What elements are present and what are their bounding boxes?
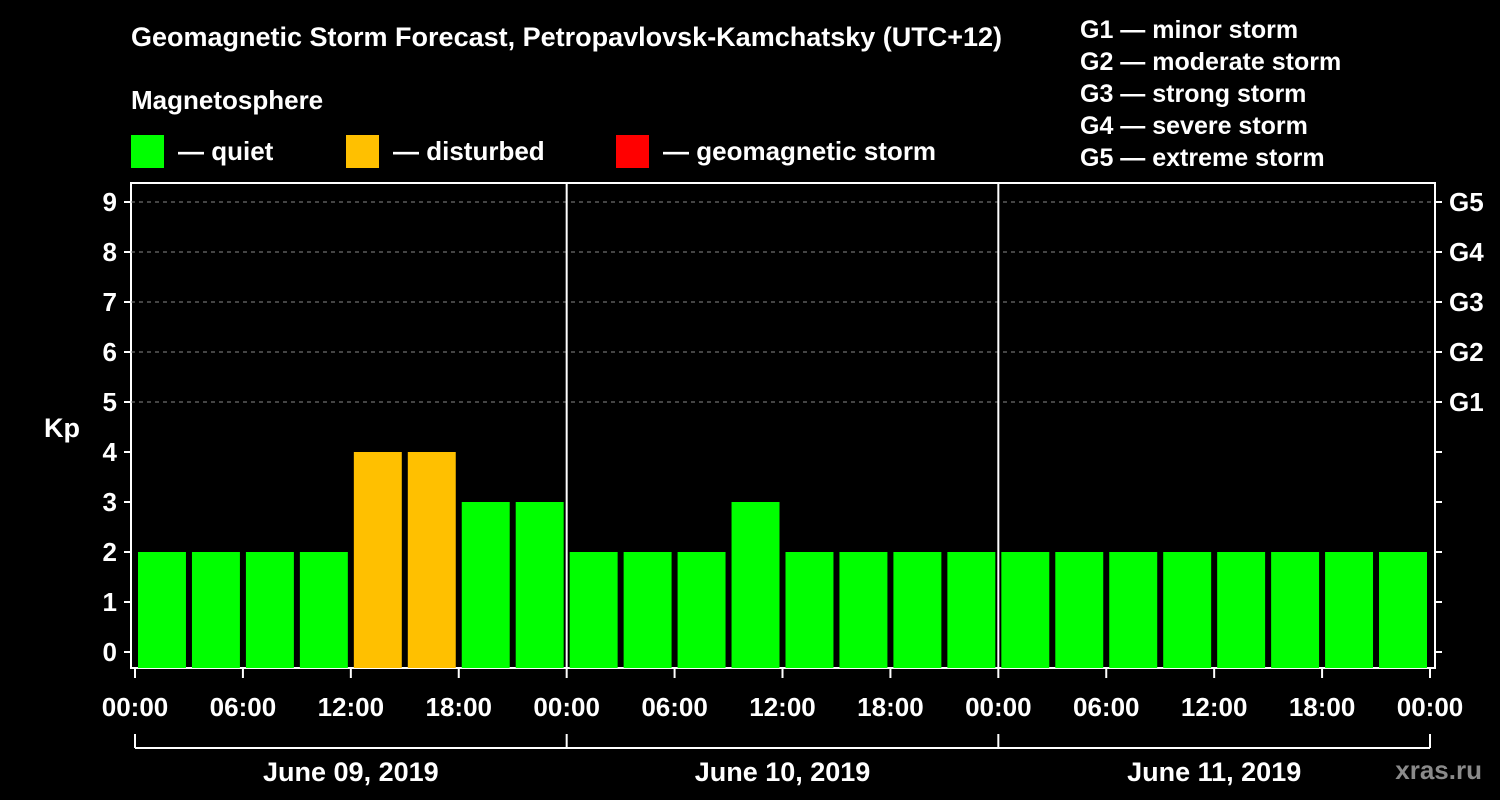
y-tick-label: 1: [103, 587, 117, 617]
y-tick-label: 0: [103, 637, 117, 667]
kp-bar: [1055, 552, 1104, 668]
y-tick-label: 3: [103, 487, 117, 517]
kp-bar: [515, 502, 564, 668]
g-tick-label: G1: [1449, 387, 1484, 417]
kp-bar: [785, 552, 834, 668]
kp-bar: [947, 552, 996, 668]
kp-bar: [569, 552, 618, 668]
x-tick-label: 18:00: [426, 692, 493, 722]
kp-bar: [191, 552, 240, 668]
x-tick-label: 06:00: [641, 692, 708, 722]
kp-bar: [1001, 552, 1050, 668]
kp-bar: [1271, 552, 1320, 668]
kp-bar: [245, 552, 294, 668]
g-scale-g3: G3 — strong storm: [1080, 80, 1307, 108]
legend-swatch-disturbed: [346, 134, 379, 168]
x-tick-label: 00:00: [102, 692, 169, 722]
legend-title: Magnetosphere: [131, 85, 324, 115]
y-tick-label: 6: [103, 337, 117, 367]
kp-bar: [299, 552, 348, 668]
x-tick-label: 12:00: [749, 692, 816, 722]
kp-bar: [1217, 552, 1266, 668]
day-label: June 10, 2019: [695, 757, 871, 787]
legend-label-disturbed: — disturbed: [393, 135, 545, 166]
g-scale-g1: G1 — minor storm: [1080, 16, 1299, 44]
kp-bar: [1163, 552, 1212, 668]
kp-bar: [1109, 552, 1158, 668]
kp-bar: [677, 552, 726, 668]
g-tick-label: G4: [1449, 237, 1484, 267]
g-scale-g4: G4 — severe storm: [1080, 112, 1308, 140]
y-tick-label: 8: [103, 237, 117, 267]
x-tick-label: 06:00: [210, 692, 277, 722]
legend-item-storm: — geomagnetic storm: [616, 134, 936, 168]
legend-label-storm: — geomagnetic storm: [663, 135, 937, 166]
x-tick-label: 00:00: [1397, 692, 1464, 722]
y-tick-label: 4: [103, 437, 118, 467]
g-scale-g2: G2 — moderate storm: [1080, 48, 1342, 76]
kp-bar: [1325, 552, 1374, 668]
legend-item-disturbed: — disturbed: [346, 134, 545, 168]
x-tick-label: 18:00: [1289, 692, 1356, 722]
kp-bar: [353, 452, 402, 668]
legend-swatch-quiet: [131, 134, 164, 168]
x-tick-label: 00:00: [965, 692, 1032, 722]
y-tick-label: 2: [103, 537, 117, 567]
watermark: xras.ru: [1395, 755, 1482, 785]
x-tick-label: 12:00: [318, 692, 385, 722]
legend-swatch-storm: [616, 134, 649, 168]
kp-bar: [839, 552, 888, 668]
legend-label-quiet: — quiet: [178, 135, 274, 166]
g-tick-label: G2: [1449, 337, 1484, 367]
g-scale-g5: G5 — extreme storm: [1080, 144, 1325, 172]
y-tick-label: 5: [103, 387, 117, 417]
kp-bar: [731, 502, 780, 668]
kp-bar: [461, 502, 510, 668]
kp-bar: [407, 452, 456, 668]
y-tick-label: 7: [103, 287, 117, 317]
day-label: June 11, 2019: [1127, 757, 1301, 787]
x-tick-label: 18:00: [857, 692, 924, 722]
chart-title: Geomagnetic Storm Forecast, Petropavlovs…: [131, 22, 1003, 52]
day-label: June 09, 2019: [263, 757, 439, 787]
legend-item-quiet: — quiet: [131, 134, 273, 168]
y-axis-label: Kp: [44, 413, 80, 443]
x-tick-label: 12:00: [1181, 692, 1248, 722]
kp-bar: [893, 552, 942, 668]
kp-bar: [138, 552, 186, 668]
x-tick-label: 06:00: [1073, 692, 1140, 722]
y-tick-label: 9: [103, 187, 117, 217]
kp-bar: [623, 552, 672, 668]
g-tick-label: G3: [1449, 287, 1484, 317]
kp-bar: [1379, 552, 1427, 668]
x-tick-label: 00:00: [533, 692, 600, 722]
g-tick-label: G5: [1449, 187, 1484, 217]
g-scale-legend: G1 — minor storm G2 — moderate storm G3 …: [1080, 14, 1341, 174]
